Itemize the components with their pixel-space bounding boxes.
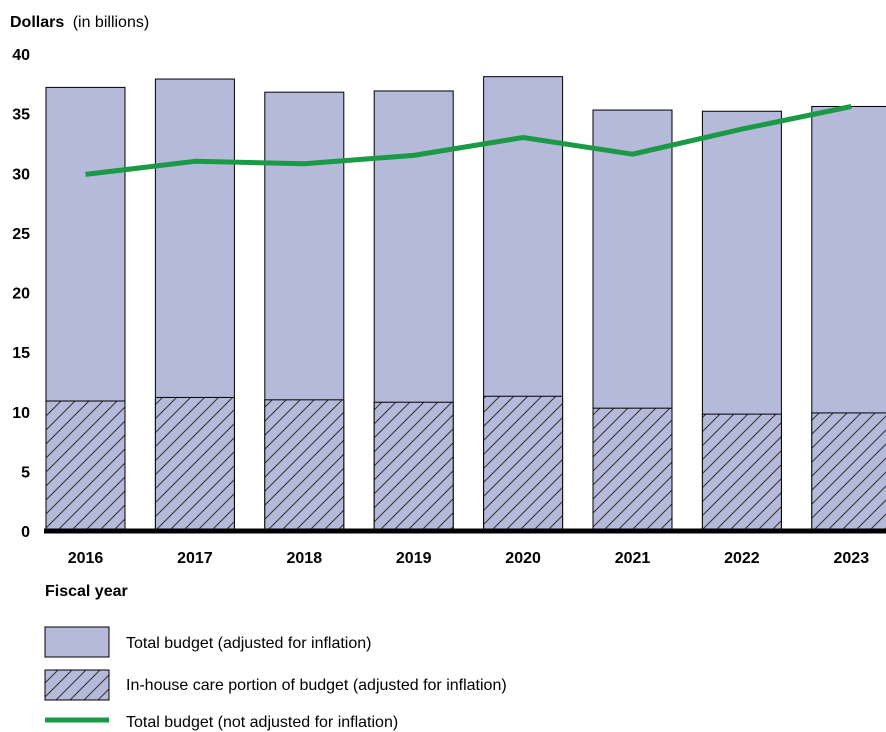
bar-inhouse-2020 [483,395,564,532]
y-tick-label: 0 [21,524,30,541]
y-tick-labels: 0 5 10 15 20 25 30 35 40 [12,47,30,541]
not-adjusted-line [85,104,852,177]
y-axis-title: Dollars (in billions) [10,14,149,31]
legend: Total budget (adjusted for inflation) In… [44,626,507,731]
bar-inhouse-2022 [701,413,782,532]
y-axis-title-units: (in billions) [73,14,149,31]
bar-inhouse-2018 [264,399,345,532]
y-tick-label: 30 [12,166,30,183]
y-tick-label: 5 [21,464,30,481]
bar-inhouse-2017 [154,396,235,532]
bar-inhouse-2019 [373,401,454,532]
x-tick-label: 2020 [505,550,541,567]
x-axis-title: Fiscal year [45,583,128,600]
x-tick-label: 2019 [396,550,432,567]
y-tick-label: 20 [12,286,30,303]
y-tick-label: 15 [12,345,30,362]
bar-inhouse-2016 [45,400,126,532]
x-tick-label: 2021 [615,550,651,567]
y-tick-label: 40 [12,47,30,64]
x-tick-label: 2022 [724,550,760,567]
x-tick-label: 2023 [834,550,870,567]
x-tick-label: 2017 [177,550,213,567]
y-tick-label: 25 [12,226,30,243]
y-axis-title-bold: Dollars [10,14,64,31]
bar-inhouse-2021 [592,407,673,532]
legend-label-line: Total budget (not adjusted for inflation… [126,714,398,731]
legend-label-total: Total budget (adjusted for inflation) [126,635,371,652]
bar-inhouse-2023 [811,412,886,532]
y-tick-label: 10 [12,405,30,422]
x-tick-label: 2016 [68,550,104,567]
legend-swatch-total [44,626,110,658]
x-tick-label: 2018 [287,550,323,567]
legend-swatch-inhouse [44,669,110,701]
y-tick-label: 35 [12,107,30,124]
x-tick-labels: 2016 2017 2018 2019 2020 2021 2022 2023 [68,550,869,567]
legend-label-inhouse: In-house care portion of budget (adjuste… [126,677,507,694]
